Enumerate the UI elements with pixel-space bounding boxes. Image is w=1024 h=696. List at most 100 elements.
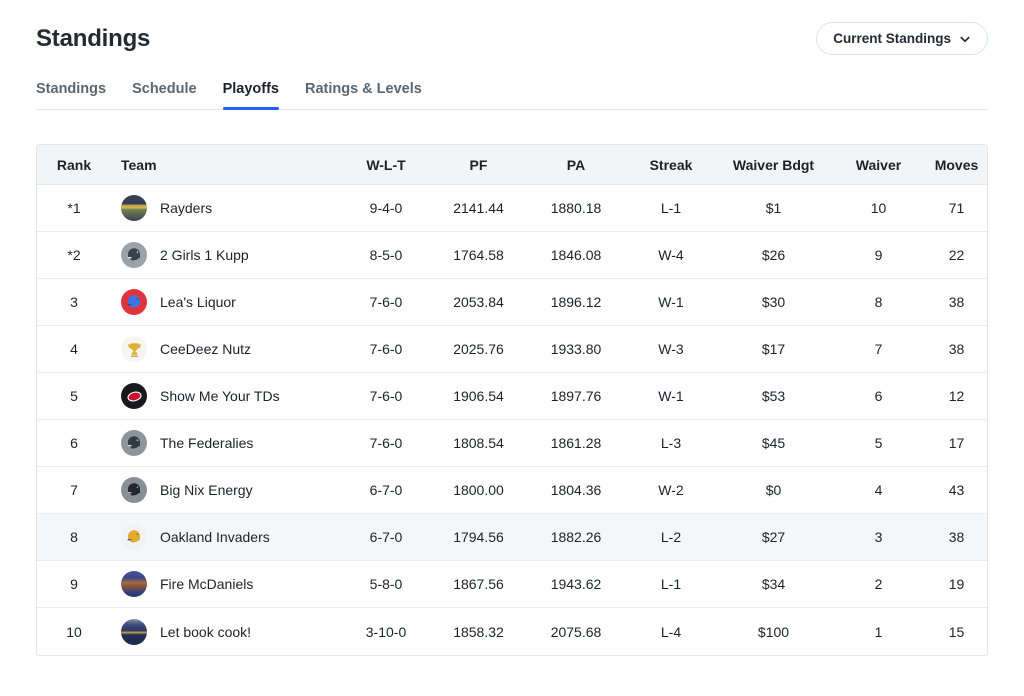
- trophy-avatar: [121, 336, 147, 362]
- waiver-budget-cell: $34: [761, 576, 786, 592]
- team-name[interactable]: CeeDeez Nutz: [160, 341, 252, 357]
- team-name[interactable]: Rayders: [160, 200, 213, 216]
- tab-standings[interactable]: Standings: [36, 81, 107, 97]
- pf-cell: 2025.76: [453, 341, 504, 357]
- column-header-team: Team: [121, 156, 157, 173]
- pa-cell: 1882.26: [550, 529, 602, 545]
- wlt-cell: 3-10-0: [365, 623, 407, 640]
- pf-cell: 2141.44: [453, 200, 504, 216]
- waiver-cell: 8: [874, 294, 883, 310]
- streak-cell: W-1: [658, 294, 684, 310]
- wlt-cell: 7-6-0: [369, 341, 403, 357]
- moves-cell: 43: [948, 482, 965, 498]
- waiver-budget-cell: $45: [761, 435, 786, 451]
- wlt-cell: 9-4-0: [369, 200, 403, 216]
- page-title: Standings: [36, 24, 151, 52]
- wlt-cell: 6-7-0: [369, 529, 403, 545]
- tab-playoffs[interactable]: Playoffs: [222, 81, 280, 110]
- moves-cell: 71: [948, 200, 965, 216]
- pf-cell: 1906.54: [453, 388, 504, 404]
- table-body: *1 Rayders 9-4-0 2141.44 1880.18 L-1 $1 10 71 *2 2…: [37, 185, 987, 655]
- rayders-stadium-avatar: [121, 195, 147, 221]
- column-header-moves: Moves: [934, 156, 979, 173]
- table-row: 10 Let book cook! 3-10-0 1858.32 2075.68 L-4 $…: [37, 608, 987, 655]
- team-name[interactable]: Fire McDaniels: [160, 576, 254, 592]
- page-header: Standings Current Standings: [36, 22, 988, 55]
- streak-cell: L-1: [660, 576, 682, 592]
- waiver-budget-cell: $27: [761, 529, 786, 545]
- waiver-budget-cell: $17: [761, 341, 786, 357]
- team-name[interactable]: Show Me Your TDs: [160, 388, 280, 404]
- team-cell[interactable]: 2 Girls 1 Kupp: [111, 242, 341, 268]
- black-helmet-avatar: [121, 477, 147, 503]
- pa-cell: 1943.62: [550, 576, 602, 592]
- person-medal-photo-avatar: [121, 618, 147, 645]
- team-name[interactable]: Let book cook!: [160, 623, 252, 640]
- streak-cell: W-4: [658, 247, 684, 263]
- pa-cell: 1896.12: [550, 294, 602, 310]
- table-row: 8 Oakland Invaders 6-7-0 1794.56 1882.26 L-2 $…: [37, 514, 987, 561]
- team-cell[interactable]: CeeDeez Nutz: [111, 336, 341, 362]
- streak-cell: L-2: [660, 529, 682, 545]
- waiver-cell: 1: [874, 623, 883, 640]
- wlt-cell: 7-6-0: [369, 435, 403, 451]
- column-header-waiver: Waiver: [855, 156, 902, 173]
- rank-cell: 7: [70, 482, 78, 498]
- rank-cell: 8: [70, 529, 78, 545]
- team-cell[interactable]: Oakland Invaders: [111, 524, 341, 550]
- rank-cell: 3: [70, 294, 78, 310]
- team-name[interactable]: The Federalies: [160, 435, 254, 451]
- column-header-streak: Streak: [649, 156, 693, 173]
- table-row: *2 2 Girls 1 Kupp 8-5-0 1764.58 1846.08 W-4 $2…: [37, 232, 987, 279]
- dark-helmet-avatar: [121, 430, 147, 456]
- team-cell[interactable]: Show Me Your TDs: [111, 383, 341, 409]
- team-cell[interactable]: The Federalies: [111, 430, 341, 456]
- waiver-cell: 4: [874, 482, 883, 498]
- waiver-budget-cell: $0: [765, 482, 782, 498]
- rank-cell: 4: [70, 341, 78, 357]
- table-header-row: Rank Team W-L-T PF PA Streak Waiver Bdgt…: [37, 145, 987, 185]
- tab-ratings-levels[interactable]: Ratings & Levels: [304, 81, 422, 97]
- blue-helmet-red-avatar: [121, 289, 147, 315]
- standings-table: Rank Team W-L-T PF PA Streak Waiver Bdgt…: [36, 144, 988, 656]
- wlt-cell: 7-6-0: [369, 294, 403, 310]
- team-name[interactable]: Oakland Invaders: [160, 529, 270, 545]
- gold-helmet-avatar: [121, 524, 147, 550]
- team-cell[interactable]: Fire McDaniels: [111, 571, 341, 597]
- rank-cell: *2: [67, 247, 81, 263]
- rank-cell: 10: [66, 623, 82, 640]
- tabbar: Standings Schedule Playoffs Ratings & Le…: [36, 81, 988, 110]
- pf-cell: 2053.84: [453, 294, 504, 310]
- pa-cell: 1804.36: [550, 482, 602, 498]
- tab-schedule[interactable]: Schedule: [132, 81, 197, 97]
- streak-cell: W-3: [658, 341, 684, 357]
- team-name[interactable]: Lea's Liquor: [160, 294, 236, 310]
- team-name[interactable]: Big Nix Energy: [160, 482, 253, 498]
- table-row: 5 Show Me Your TDs 7-6-0 1906.54 1897.76 W-1 $…: [37, 373, 987, 420]
- current-standings-dropdown-button[interactable]: Current Standings: [816, 22, 988, 55]
- moves-cell: 15: [948, 623, 965, 640]
- waiver-cell: 7: [874, 341, 883, 357]
- column-header-pf: PF: [469, 156, 488, 173]
- team-cell[interactable]: Rayders: [111, 195, 341, 221]
- waiver-cell: 3: [874, 529, 883, 545]
- waiver-cell: 6: [874, 388, 883, 404]
- waiver-cell: 5: [874, 435, 883, 451]
- pf-cell: 1858.32: [453, 623, 504, 640]
- waiver-budget-cell: $1: [765, 200, 782, 216]
- table-row: 9 Fire McDaniels 5-8-0 1867.56 1943.62 L-1 $34…: [37, 561, 987, 608]
- pf-cell: 1808.54: [453, 435, 504, 451]
- moves-cell: 12: [948, 388, 965, 404]
- table-row: 7 Big Nix Energy 6-7-0 1800.00 1804.36 W-2 $0 4…: [37, 467, 987, 514]
- table-row: 3 Lea's Liquor 7-6-0 2053.84 1896.12 W-1 $30 8 3…: [37, 279, 987, 326]
- team-cell[interactable]: Let book cook!: [111, 618, 341, 645]
- waiver-cell: 10: [870, 200, 887, 216]
- pf-cell: 1800.00: [453, 482, 504, 498]
- pa-cell: 1880.18: [550, 200, 602, 216]
- moves-cell: 17: [948, 435, 965, 451]
- team-name[interactable]: 2 Girls 1 Kupp: [160, 247, 249, 263]
- team-cell[interactable]: Lea's Liquor: [111, 289, 341, 315]
- team-cell[interactable]: Big Nix Energy: [111, 477, 341, 503]
- column-header-pa: PA: [566, 156, 586, 173]
- moves-cell: 38: [948, 341, 965, 357]
